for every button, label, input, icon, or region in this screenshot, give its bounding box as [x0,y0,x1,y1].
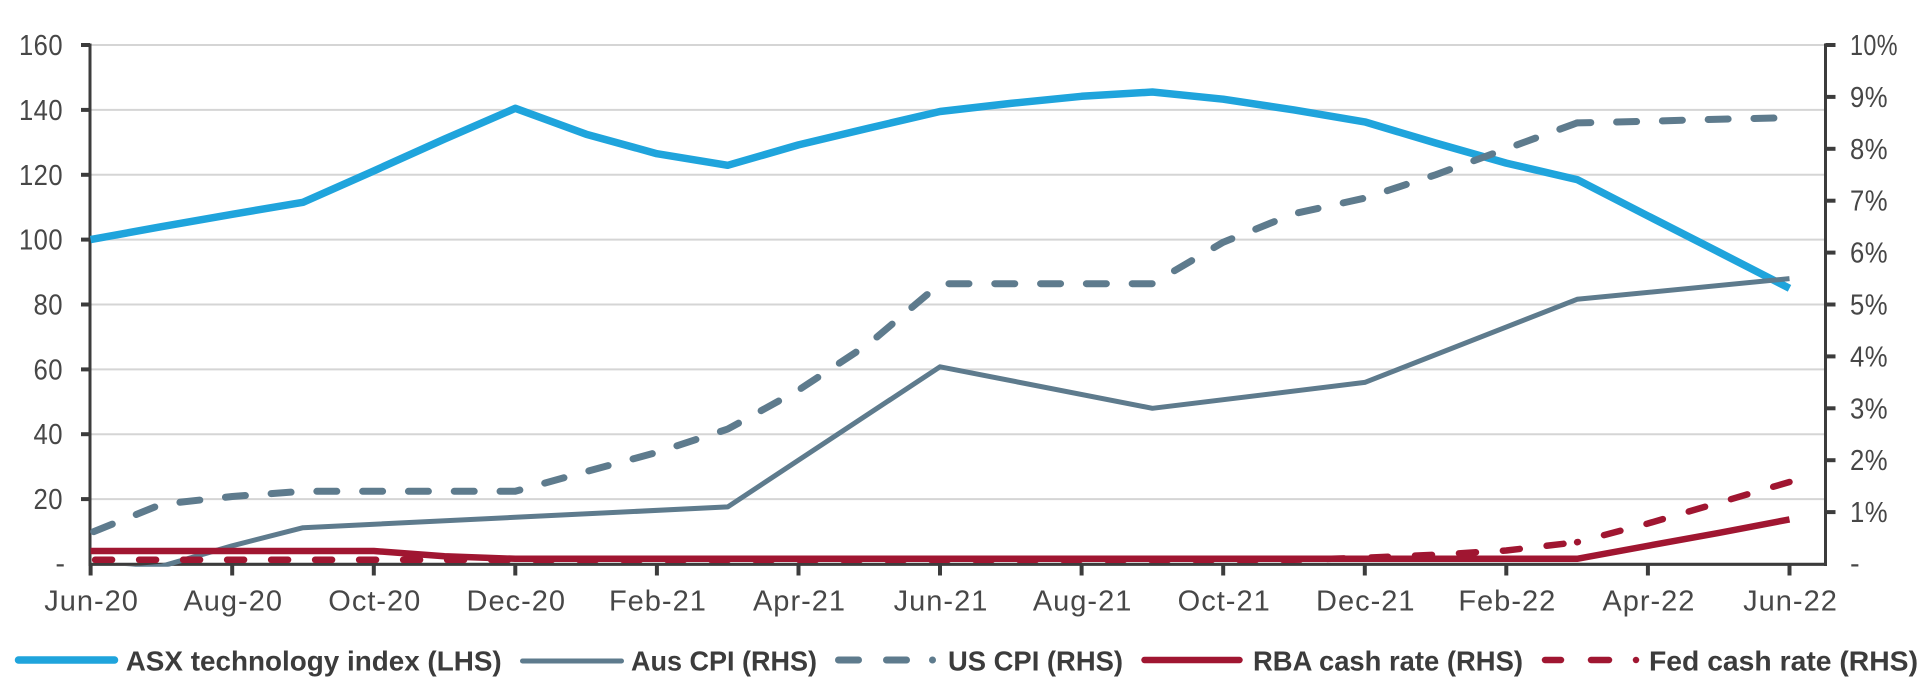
svg-text:1%: 1% [1850,497,1888,529]
svg-text:RBA cash rate (RHS): RBA cash rate (RHS) [1253,646,1523,677]
svg-text:Aus CPI (RHS): Aus CPI (RHS) [631,646,817,677]
svg-text:Apr-22: Apr-22 [1602,586,1695,618]
svg-text:3%: 3% [1850,393,1888,425]
svg-text:Dec-21: Dec-21 [1316,586,1416,618]
svg-text:ASX technology index (LHS): ASX technology index (LHS) [126,646,502,677]
svg-text:Aug-20: Aug-20 [183,586,283,618]
svg-text:5%: 5% [1850,290,1888,322]
svg-text:Aug-21: Aug-21 [1033,586,1133,618]
svg-text:-: - [55,548,65,580]
svg-text:60: 60 [34,354,64,386]
svg-text:4%: 4% [1850,341,1888,373]
svg-text:Oct-21: Oct-21 [1178,586,1271,618]
svg-text:2%: 2% [1850,445,1888,477]
svg-text:6%: 6% [1850,238,1888,270]
svg-text:40: 40 [34,419,64,451]
svg-text:Jun-20: Jun-20 [44,586,139,618]
svg-text:Fed cash rate (RHS): Fed cash rate (RHS) [1649,646,1918,677]
svg-text:Oct-20: Oct-20 [328,586,421,618]
svg-text:80: 80 [34,290,64,322]
svg-text:140: 140 [19,95,63,127]
svg-text:Jun-22: Jun-22 [1743,586,1838,618]
svg-text:20: 20 [34,484,64,516]
svg-text:9%: 9% [1850,82,1888,114]
svg-text:US CPI (RHS): US CPI (RHS) [948,646,1123,677]
svg-text:8%: 8% [1850,134,1888,166]
svg-text:-: - [1850,548,1860,580]
svg-text:Feb-22: Feb-22 [1458,586,1556,618]
svg-text:Feb-21: Feb-21 [609,586,707,618]
svg-text:100: 100 [19,225,63,257]
svg-text:160: 160 [19,30,63,62]
svg-text:120: 120 [19,160,63,192]
svg-text:7%: 7% [1850,186,1888,218]
svg-text:Apr-21: Apr-21 [753,586,846,618]
svg-text:10%: 10% [1850,30,1898,62]
svg-text:Dec-20: Dec-20 [467,586,567,618]
svg-text:Jun-21: Jun-21 [894,586,989,618]
